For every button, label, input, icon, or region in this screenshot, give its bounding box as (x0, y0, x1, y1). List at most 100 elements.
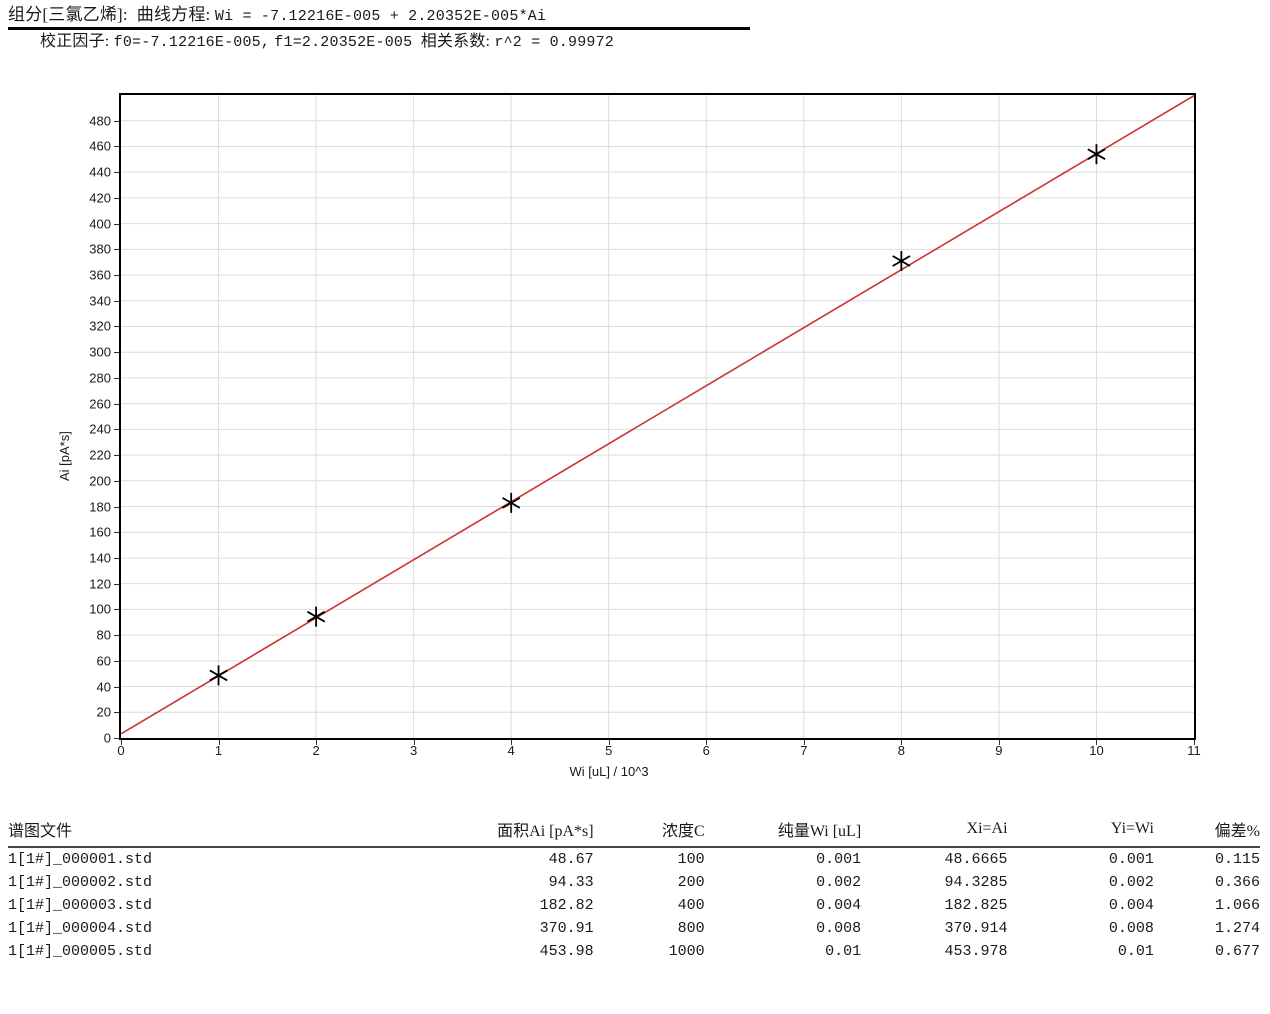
y-axis-tick-label: 340 (89, 293, 111, 309)
y-axis-tick-label: 360 (89, 267, 111, 283)
x-axis-tick-label: 3 (410, 743, 418, 758)
x-axis-tick-label: 4 (507, 743, 515, 758)
data-point-marker[interactable] (892, 251, 911, 272)
table-row[interactable]: 1[1#]_000002.std 94.33 200 0.002 94.3285 0.00… (8, 871, 1260, 894)
data-point-marker[interactable] (306, 606, 326, 627)
table-row[interactable]: 1[1#]_000003.std 182.82 400 0.004 182.825 0.0… (8, 894, 1260, 917)
y-axis-tick-mark (114, 583, 119, 585)
y-axis-tick-mark (114, 609, 119, 611)
y-axis-tick-mark (114, 686, 119, 688)
column-header-area: 面积Ai [pA*s] (497, 823, 594, 840)
table-row[interactable]: 1[1#]_000004.std 370.91 800 0.008 370.914 0.0… (8, 917, 1260, 940)
table-row[interactable]: 1[1#]_000001.std 48.67 100 0.001 48.6665 0.00… (8, 847, 1260, 871)
y-axis-tick-mark (114, 429, 119, 431)
data-point-marker[interactable] (502, 492, 521, 513)
table-cell-area: 453.98 (539, 943, 594, 960)
table-cell-area: 182.82 (539, 897, 594, 914)
y-axis-title: Ai [pA*s] (57, 431, 72, 482)
table-cell-dev: 0.115 (1214, 851, 1260, 868)
x-axis-tick-mark (511, 740, 513, 745)
data-point-marker[interactable] (209, 665, 228, 686)
header-correlation-label: 相关系数: (420, 33, 491, 50)
y-axis-tick-label: 240 (89, 421, 111, 437)
column-header-file: 谱图文件 (8, 823, 73, 840)
table-cell-amt: 0.001 (816, 851, 862, 868)
y-axis-tick-label: 440 (89, 164, 111, 180)
y-axis-tick-mark (114, 403, 119, 405)
y-axis-tick-mark (114, 480, 119, 482)
table-cell-yi: 0.002 (1108, 874, 1154, 891)
calibration-chart: 0 20 40 60 80 100 120 140 160 180 200 220 240 260 280 3… (0, 70, 1270, 790)
y-axis-tick-label: 460 (89, 138, 111, 154)
table-cell-dev: 0.366 (1214, 874, 1260, 891)
column-header-xi: Xi=Ai (966, 820, 1008, 837)
y-axis-tick-mark (114, 197, 119, 199)
y-axis-tick-mark (114, 172, 119, 174)
table-cell-xi: 182.825 (944, 897, 1008, 914)
y-axis-tick-label: 200 (89, 473, 111, 489)
x-axis-tick-label: 2 (312, 743, 320, 758)
x-axis-tick-mark (1096, 740, 1098, 745)
y-axis-tick-mark (114, 660, 119, 662)
table-cell-area: 370.91 (539, 920, 594, 937)
table-cell-conc: 1000 (668, 943, 705, 960)
y-axis-tick-label: 220 (89, 447, 111, 463)
y-axis-tick-label: 0 (103, 730, 111, 746)
x-axis-title: Wi [uL] / 10^3 (569, 764, 649, 779)
y-axis-tick-mark (114, 635, 119, 637)
y-axis-tick-label: 420 (89, 190, 111, 206)
y-axis-tick-mark (114, 377, 119, 379)
table-header: 谱图文件 面积Ai [pA*s] 浓度C 纯量Wi [uL] Xi=Ai Yi=… (8, 815, 1260, 847)
x-axis-tick-label: 10 (1089, 743, 1104, 758)
header-correlation-value: r^2 = 0.99972 (494, 34, 615, 51)
table-cell-file: 1[1#]_000002.std (8, 874, 153, 891)
column-header-yi: Yi=Wi (1110, 820, 1154, 837)
x-axis-tick-mark (608, 740, 610, 745)
y-axis-tick-label: 400 (89, 216, 111, 232)
y-axis-tick-label: 60 (96, 653, 111, 669)
table-cell-area: 94.33 (548, 874, 594, 891)
table-cell-yi: 0.01 (1117, 943, 1154, 960)
x-axis-tick-label: 5 (605, 743, 613, 758)
header-line-equation: 组分[三氯乙烯]: 曲线方程: Wi = -7.12216E-005 + 2.2… (8, 4, 546, 28)
y-axis-tick-mark (114, 300, 119, 302)
table-cell-file: 1[1#]_000001.std (8, 851, 153, 868)
y-axis-tick-mark (114, 712, 119, 714)
y-axis-tick-mark (114, 275, 119, 277)
table-cell-file: 1[1#]_000004.std (8, 920, 153, 937)
x-axis-tick-mark (218, 740, 220, 745)
header-component-label: 组分[三氯乙烯]: 曲线方程: (8, 5, 211, 24)
y-axis-tick-label: 380 (89, 241, 111, 257)
column-header-amount: 纯量Wi [uL] (777, 823, 862, 840)
table-cell-conc: 100 (677, 851, 705, 868)
x-axis-tick-mark (803, 740, 805, 745)
table-cell-conc: 800 (677, 920, 705, 937)
table-cell-amt: 0.004 (816, 897, 862, 914)
y-axis-tick-mark (114, 455, 119, 457)
table-cell-xi: 94.3285 (944, 874, 1008, 891)
header-f1-value: f1=2.20352E-005 (274, 34, 413, 51)
x-axis-tick-mark (413, 740, 415, 745)
table-row[interactable]: 1[1#]_000005.std 453.98 1000 0.01 453.978 0.0… (8, 940, 1260, 963)
y-axis-tick-label: 280 (89, 370, 111, 386)
table-cell-xi: 48.6665 (944, 851, 1008, 868)
x-axis-tick-mark (316, 740, 318, 745)
y-axis-tick-mark (114, 557, 119, 559)
x-axis-tick-mark (706, 740, 708, 745)
x-axis-tick-label: 11 (1187, 743, 1201, 758)
table-cell-amt: 0.01 (825, 943, 862, 960)
y-axis-tick-label: 160 (89, 524, 111, 540)
fit-line (121, 95, 1194, 735)
x-axis-tick-label: 7 (800, 743, 808, 758)
plot-canvas (121, 95, 1194, 738)
x-axis-tick-mark (998, 740, 1000, 745)
table-cell-dev: 1.066 (1214, 897, 1260, 914)
calibration-data-table: 谱图文件 面积Ai [pA*s] 浓度C 纯量Wi [uL] Xi=Ai Yi=… (8, 815, 1260, 963)
x-axis-tick-label: 0 (117, 743, 125, 758)
y-axis-tick-label: 120 (89, 576, 111, 592)
data-point-marker[interactable] (1087, 144, 1106, 165)
x-axis-tick-mark (121, 740, 122, 745)
x-axis-tick-label: 1 (214, 743, 223, 758)
y-axis-tick-mark (114, 223, 119, 225)
y-axis-tick-label: 140 (89, 550, 111, 566)
